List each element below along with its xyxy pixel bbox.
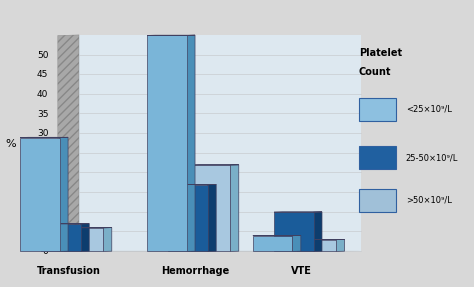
- Polygon shape: [58, 35, 79, 251]
- Polygon shape: [168, 185, 208, 251]
- Polygon shape: [64, 228, 103, 251]
- Polygon shape: [191, 165, 230, 251]
- FancyBboxPatch shape: [359, 98, 396, 121]
- Text: Count: Count: [359, 67, 392, 77]
- FancyBboxPatch shape: [359, 189, 396, 212]
- Text: 15: 15: [37, 188, 48, 197]
- Polygon shape: [208, 185, 216, 251]
- Polygon shape: [297, 240, 336, 251]
- Text: %: %: [6, 139, 16, 148]
- Polygon shape: [103, 228, 112, 251]
- Text: 45: 45: [37, 70, 48, 79]
- Polygon shape: [313, 212, 322, 251]
- Polygon shape: [230, 165, 239, 251]
- Text: >50×10⁹/L: >50×10⁹/L: [406, 196, 452, 205]
- Text: 25: 25: [37, 149, 48, 158]
- Text: VTE: VTE: [291, 266, 311, 276]
- Polygon shape: [147, 35, 187, 251]
- Text: 40: 40: [37, 90, 48, 99]
- Text: 20: 20: [37, 168, 48, 177]
- FancyBboxPatch shape: [359, 146, 396, 169]
- Text: 30: 30: [37, 129, 48, 138]
- Polygon shape: [292, 235, 301, 251]
- Text: Hemorrhage: Hemorrhage: [161, 266, 229, 276]
- Text: Transfusion: Transfusion: [36, 266, 100, 276]
- Text: 50: 50: [37, 51, 48, 60]
- Polygon shape: [79, 35, 361, 251]
- Polygon shape: [20, 137, 60, 251]
- Polygon shape: [81, 224, 89, 251]
- Text: Platelet: Platelet: [359, 48, 402, 58]
- Text: 25-50×10⁹/L: 25-50×10⁹/L: [406, 153, 458, 162]
- Text: 5: 5: [43, 227, 48, 236]
- Polygon shape: [253, 236, 292, 251]
- Text: 10: 10: [37, 208, 48, 217]
- Text: <25×10⁹/L: <25×10⁹/L: [406, 105, 452, 114]
- Polygon shape: [336, 239, 345, 251]
- Text: 0: 0: [43, 247, 48, 256]
- Polygon shape: [60, 137, 68, 251]
- Polygon shape: [41, 224, 81, 251]
- Polygon shape: [187, 35, 195, 251]
- Text: 35: 35: [37, 110, 48, 119]
- Polygon shape: [274, 212, 313, 251]
